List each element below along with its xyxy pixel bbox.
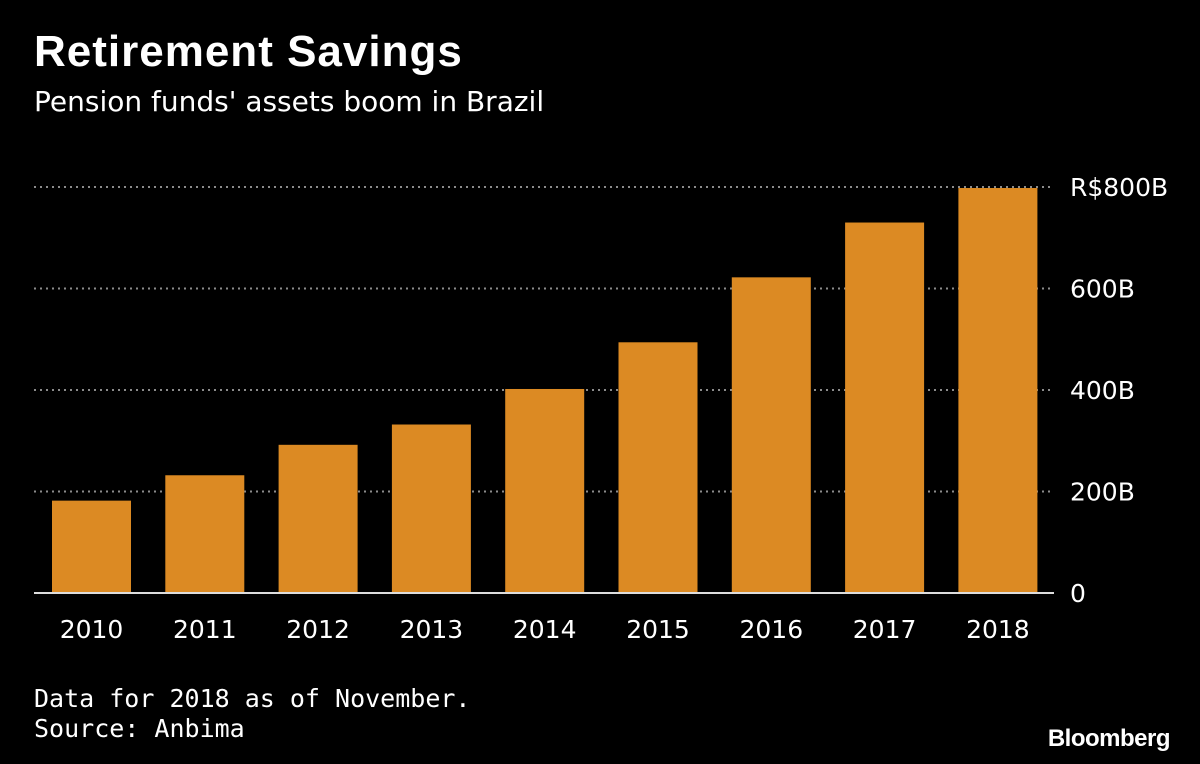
source-note: Source: Anbima bbox=[34, 714, 245, 743]
bar-2012 bbox=[278, 444, 358, 593]
data-note: Data for 2018 as of November. bbox=[34, 684, 471, 713]
bar-2014 bbox=[505, 388, 585, 593]
bar-2017 bbox=[845, 222, 925, 593]
x-tick-label: 2014 bbox=[513, 615, 577, 644]
x-tick-label: 2013 bbox=[400, 615, 464, 644]
y-axis-labels: 0 200B 400B 600B R$800B bbox=[1070, 173, 1168, 608]
y-tick-label: 0 bbox=[1070, 579, 1086, 608]
bar-2016 bbox=[731, 277, 811, 593]
y-tick-label: 600B bbox=[1070, 275, 1135, 304]
bloomberg-logo: Bloomberg bbox=[1047, 725, 1171, 752]
y-tick-label: R$800B bbox=[1070, 173, 1168, 202]
bars bbox=[52, 188, 1038, 593]
bar-2018 bbox=[958, 188, 1038, 593]
y-tick-label: 400B bbox=[1070, 376, 1135, 405]
chart-subtitle: Pension funds' assets boom in Brazil bbox=[34, 85, 545, 118]
chart-title: Retirement Savings bbox=[34, 27, 463, 76]
y-tick-label: 200B bbox=[1070, 478, 1135, 507]
bar-2010 bbox=[52, 500, 131, 593]
bar-2015 bbox=[618, 342, 698, 593]
bar-2011 bbox=[165, 475, 245, 593]
x-tick-label: 2018 bbox=[966, 615, 1030, 644]
x-tick-label: 2011 bbox=[173, 615, 237, 644]
x-axis-labels: 2010 2011 2012 2013 2014 2015 2016 2017 2018 bbox=[60, 615, 1030, 644]
x-tick-label: 2010 bbox=[60, 615, 124, 644]
x-tick-label: 2015 bbox=[626, 615, 690, 644]
x-tick-label: 2017 bbox=[853, 615, 917, 644]
x-tick-label: 2016 bbox=[739, 615, 803, 644]
x-tick-label: 2012 bbox=[286, 615, 350, 644]
bar-2013 bbox=[391, 424, 471, 593]
